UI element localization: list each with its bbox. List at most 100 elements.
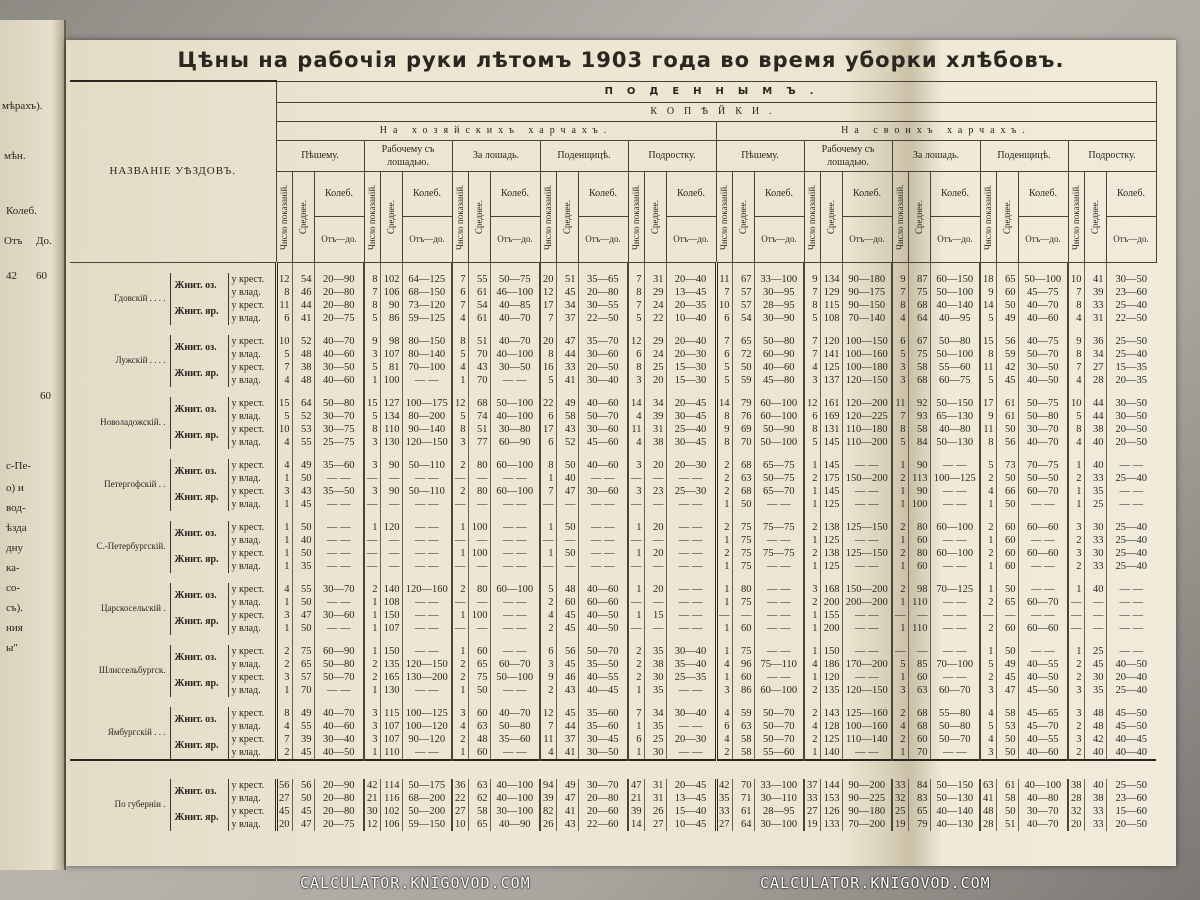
range-cell: 40—50 <box>577 608 628 622</box>
average-cell: 54 <box>291 272 314 286</box>
average-cell: 141 <box>819 347 842 361</box>
range-cell: — — <box>753 497 804 511</box>
range-cell: 23—60 <box>1105 285 1156 299</box>
range-cell: 30—80 <box>489 422 540 436</box>
range-cell: 20—40 <box>665 272 716 286</box>
average-cell: 83 <box>907 791 930 805</box>
page-fragment-text: ѣзда <box>6 522 27 534</box>
count-cell: 2 <box>451 657 468 671</box>
average-cell: 57 <box>731 298 754 312</box>
crop-label: Жнит. оз. <box>169 644 228 671</box>
range-cell: — — <box>753 582 804 596</box>
average-cell: 41 <box>555 804 578 818</box>
average-cell: 40 <box>1083 745 1106 760</box>
count-cell: 2 <box>803 520 820 534</box>
owner-label: у влад. <box>227 311 276 325</box>
page-fragment-text: с-Пе- <box>6 460 32 472</box>
count-cell: 22 <box>539 396 556 410</box>
average-cell: — <box>467 497 490 511</box>
range-cell: 25—75 <box>313 435 364 449</box>
header-group: За лошадь. <box>891 139 981 172</box>
count-cell: 2 <box>714 458 732 472</box>
table-row: у влад. 4 48 40—60 1 100— —1 70— —5 41 30—40 3 20 1… <box>70 373 1156 387</box>
average-cell: 41 <box>555 373 578 387</box>
average-cell: 38 <box>1083 791 1106 805</box>
average-cell: 100 <box>467 520 490 534</box>
range-cell: 90—120 <box>401 732 452 746</box>
range-cell: 60—90 <box>489 435 540 449</box>
average-cell: 43 <box>555 422 578 436</box>
count-cell: 9 <box>539 670 556 684</box>
header-count: Число показаній. <box>275 170 293 263</box>
range-cell: 30—50 <box>313 360 364 374</box>
average-cell: 75 <box>731 595 754 609</box>
crop-label: Жнит. яр. <box>169 422 228 449</box>
count-cell: 4 <box>1067 311 1084 325</box>
average-cell: 102 <box>379 804 402 818</box>
average-cell: 129 <box>819 285 842 299</box>
count-cell: 7 <box>803 334 820 348</box>
count-cell: 1 <box>1067 458 1084 472</box>
average-label: Среднее. <box>1002 199 1012 234</box>
range-cell: 20—60 <box>577 804 628 818</box>
average-cell: 145 <box>819 484 842 498</box>
range-cell: — — <box>665 595 716 609</box>
average-label: Среднее. <box>826 199 836 234</box>
count-cell: 6 <box>539 435 556 449</box>
average-cell: — <box>467 595 490 609</box>
count-cell: 48 <box>979 804 996 818</box>
range-cell: 90—180 <box>841 272 892 286</box>
count-cell: 7 <box>714 285 732 299</box>
range-cell: 120—160 <box>401 582 452 596</box>
count-cell: 2 <box>627 644 644 658</box>
count-label: Число показаній. <box>983 183 993 250</box>
count-cell: 9 <box>363 334 380 348</box>
count-cell: 11 <box>979 360 996 374</box>
average-cell: 67 <box>731 272 754 286</box>
range-cell: 15—40 <box>665 804 716 818</box>
average-cell: 75 <box>731 644 754 658</box>
count-cell: 12 <box>627 334 644 348</box>
count-cell: 39 <box>627 804 644 818</box>
average-cell: 50 <box>555 458 578 472</box>
range-cell: 20—50 <box>1105 422 1156 436</box>
count-cell: 1 <box>891 595 908 609</box>
range-cell: 40—50 <box>577 621 628 635</box>
range-cell: — — <box>665 582 716 596</box>
count-cell: 1 <box>627 683 644 697</box>
count-cell: 27 <box>451 804 468 818</box>
header-from-to: Отъ—до. <box>313 216 365 263</box>
watermark: CALCULATOR.KNIGOVOD.COM <box>300 874 531 892</box>
average-cell: 106 <box>379 285 402 299</box>
average-cell: 29 <box>643 334 666 348</box>
range-cell: 60—60 <box>1017 621 1068 635</box>
crop-label: Жнит. яр. <box>169 484 228 511</box>
owner-label: у крест. <box>227 360 276 374</box>
average-cell: 31 <box>643 422 666 436</box>
average-cell: 68 <box>731 484 754 498</box>
range-cell: — — <box>929 745 980 760</box>
count-cell: 8 <box>714 409 732 423</box>
average-cell: 50 <box>467 683 490 697</box>
table-row: Ямбургскій . . . Жнит. оз. у крест. 8 49 40—7… <box>70 706 1156 737</box>
count-cell: 17 <box>979 396 996 410</box>
header-group: За лошадь. <box>451 139 541 172</box>
range-cell: 25—40 <box>1105 559 1156 573</box>
average-cell: 45 <box>555 657 578 671</box>
range-cell: 40—60 <box>577 458 628 472</box>
average-cell: 49 <box>995 311 1018 325</box>
range-cell: — — <box>313 497 364 511</box>
average-cell: — <box>643 621 666 635</box>
owner-label: у крест. <box>227 732 276 746</box>
count-cell: 10 <box>1067 396 1084 410</box>
count-cell: 9 <box>979 409 996 423</box>
header-unit-kopecks: КОПѢЙКИ. <box>275 101 1157 122</box>
average-cell: 60 <box>995 520 1018 534</box>
range-cell: — — <box>401 608 452 622</box>
range-cell: 60—60 <box>1017 546 1068 560</box>
average-cell: 46 <box>291 285 314 299</box>
range-cell: 50—75 <box>1017 396 1068 410</box>
count-cell: 15 <box>363 396 380 410</box>
average-cell: 60 <box>907 533 930 547</box>
range-cell: 60—60 <box>1017 520 1068 534</box>
